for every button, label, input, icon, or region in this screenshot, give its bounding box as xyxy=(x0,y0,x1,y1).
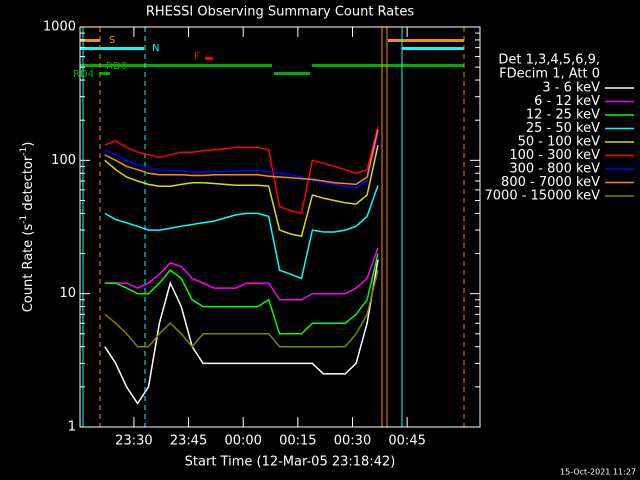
y-label-part: ) xyxy=(21,142,36,147)
chart-title: RHESSI Observing Summary Count Rates xyxy=(146,5,415,20)
series-line xyxy=(104,185,379,280)
legend-label: 6 - 12 keV xyxy=(534,94,600,109)
legend-label: 100 - 300 keV xyxy=(509,148,600,163)
flag-bar xyxy=(100,72,110,75)
flag-label: N xyxy=(152,43,159,54)
legend-label: 50 - 100 keV xyxy=(518,135,601,150)
footer: 15-Oct-2021 11:27 xyxy=(560,468,636,477)
legend-label: 12 - 25 keV xyxy=(526,108,600,123)
series-line xyxy=(104,129,379,186)
flag-label: F xyxy=(194,51,200,62)
flag-bar xyxy=(80,47,144,50)
legend-label: 3 - 6 keV xyxy=(542,81,600,96)
y-label-part: Count Rate (s xyxy=(21,224,36,313)
flag-label: S xyxy=(109,35,115,46)
x-tick-label: 00:45 xyxy=(388,434,425,449)
legend-label: 7000 - 15000 keV xyxy=(485,189,601,204)
legend-label: 800 - 7000 keV xyxy=(501,175,600,190)
plot-frame xyxy=(79,26,481,428)
y-tick-label: 1 xyxy=(68,420,76,435)
series-line xyxy=(104,247,379,301)
markers xyxy=(82,27,465,427)
y-tick-label: 10 xyxy=(59,286,76,301)
y-label-part: -1 xyxy=(19,147,29,156)
flag-bar xyxy=(80,39,100,42)
flag-bar xyxy=(388,39,464,42)
flag-bar xyxy=(274,72,310,75)
flag-bar xyxy=(205,57,213,60)
legend-header: FDecim 1, Att 0 xyxy=(499,67,600,82)
x-tick-label: 00:15 xyxy=(279,434,316,449)
series-line xyxy=(104,144,379,238)
x-tick-label: 23:30 xyxy=(115,434,152,449)
legend-header: Det 1,3,4,5,6,9, xyxy=(498,53,600,68)
flag-bar xyxy=(402,47,464,50)
flag-bar xyxy=(312,64,464,67)
x-axis-label: Start Time (12-Mar-05 23:18:42) xyxy=(185,455,396,470)
flag-label: RD0 xyxy=(106,61,127,72)
legend-label: 300 - 800 keV xyxy=(509,162,600,177)
series-line xyxy=(104,126,379,215)
y-label-part: detector xyxy=(21,155,36,215)
y-tick-label: 100 xyxy=(51,153,76,168)
x-tick-label: 00:00 xyxy=(224,434,261,449)
x-tick-label: 00:30 xyxy=(334,434,371,449)
series-line xyxy=(104,136,379,188)
x-tick-label: 23:45 xyxy=(170,434,207,449)
y-label-part: -1 xyxy=(19,215,29,224)
legend-label: 25 - 50 keV xyxy=(526,121,600,136)
y-tick-label: 1000 xyxy=(43,20,76,35)
series-line xyxy=(104,259,379,405)
series-line xyxy=(104,270,379,348)
series-line xyxy=(104,253,379,335)
flag-bars xyxy=(80,39,464,75)
flag-bar xyxy=(80,64,272,67)
flag-label: RD4 xyxy=(73,69,94,80)
y-axis-label: Count Rate (s-1 detector-1) xyxy=(19,142,36,313)
